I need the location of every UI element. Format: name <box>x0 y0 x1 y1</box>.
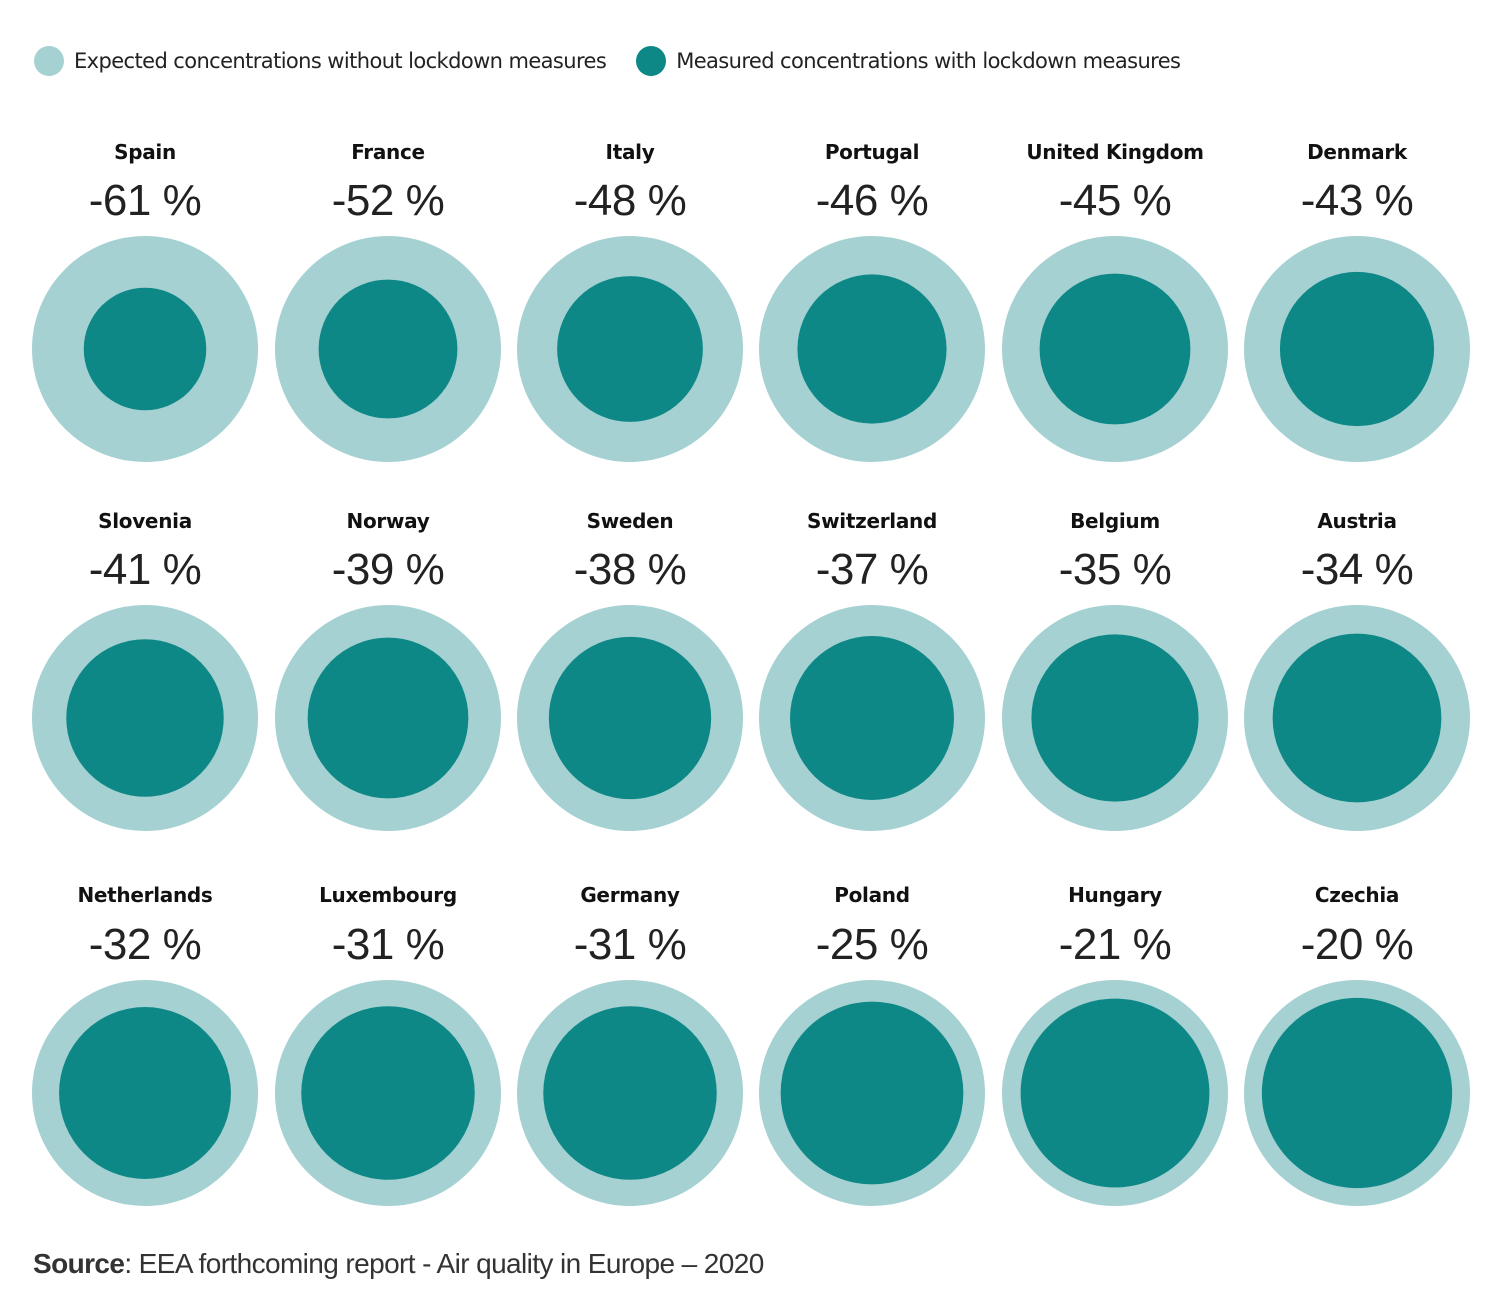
measured-circle-portugal <box>797 274 947 424</box>
legend-item-measured: Measured concentrations with lockdown me… <box>636 46 1181 76</box>
change-label-poland: -25 % <box>816 920 928 969</box>
country-label-portugal: Portugal <box>825 140 919 164</box>
country-label-spain: Spain <box>114 140 176 164</box>
country-label-poland: Poland <box>834 883 910 907</box>
change-label-switzerland: -37 % <box>816 545 928 594</box>
source-label: Source <box>33 1248 125 1279</box>
country-label-slovenia: Slovenia <box>98 509 192 533</box>
country-label-sweden: Sweden <box>587 509 674 533</box>
measured-circle-germany <box>543 1006 717 1180</box>
measured-circle-switzerland <box>790 636 954 800</box>
legend-label-expected: Expected concentrations without lockdown… <box>74 49 607 73</box>
measured-circle-spain <box>83 287 207 411</box>
legend-label-measured: Measured concentrations with lockdown me… <box>676 49 1181 73</box>
change-label-portugal: -46 % <box>816 176 928 225</box>
measured-circle-hungary <box>1020 998 1210 1188</box>
change-label-norway: -39 % <box>332 545 444 594</box>
change-label-hungary: -21 % <box>1059 920 1171 969</box>
change-label-italy: -48 % <box>574 176 686 225</box>
country-label-germany: Germany <box>580 883 680 907</box>
measured-circle-norway <box>307 637 469 799</box>
legend-item-expected: Expected concentrations without lockdown… <box>34 46 607 76</box>
country-label-france: France <box>351 140 425 164</box>
change-label-czechia: -20 % <box>1301 920 1413 969</box>
bubble-chart: Spain -61 % France -52 % Italy -48 % Portugal -… <box>32 140 1470 1206</box>
legend-swatch-measured <box>636 46 667 76</box>
measured-circle-denmark <box>1279 271 1435 427</box>
change-label-united-kingdom: -45 % <box>1059 176 1171 225</box>
measured-circle-belgium <box>1031 634 1199 802</box>
change-label-belgium: -35 % <box>1059 545 1171 594</box>
change-label-spain: -61 % <box>89 176 201 225</box>
country-label-italy: Italy <box>606 140 655 164</box>
country-label-hungary: Hungary <box>1068 883 1162 907</box>
legend: Expected concentrations without lockdown… <box>34 46 1210 76</box>
change-label-sweden: -38 % <box>574 545 686 594</box>
country-label-austria: Austria <box>1317 509 1396 533</box>
measured-circle-united-kingdom <box>1039 273 1191 425</box>
measured-circle-netherlands <box>59 1007 231 1179</box>
change-label-germany: -31 % <box>574 920 686 969</box>
measured-circle-slovenia <box>66 639 224 797</box>
change-label-austria: -34 % <box>1301 545 1413 594</box>
measured-circle-luxembourg <box>301 1006 475 1180</box>
measured-circle-austria <box>1272 633 1442 803</box>
country-label-united-kingdom: United Kingdom <box>1026 140 1203 164</box>
measured-circle-france <box>318 279 458 419</box>
country-label-norway: Norway <box>347 509 430 533</box>
measured-circle-czechia <box>1261 997 1453 1189</box>
country-label-luxembourg: Luxembourg <box>319 883 457 907</box>
change-label-denmark: -43 % <box>1301 176 1413 225</box>
change-label-slovenia: -41 % <box>89 545 201 594</box>
change-label-luxembourg: -31 % <box>332 920 444 969</box>
measured-circle-poland <box>780 1001 964 1185</box>
change-label-france: -52 % <box>332 176 444 225</box>
change-label-netherlands: -32 % <box>89 920 201 969</box>
measured-circle-italy <box>557 276 703 422</box>
source-text: : EEA forthcoming report - Air quality i… <box>124 1248 764 1279</box>
country-label-denmark: Denmark <box>1307 140 1408 164</box>
source-note: Source: EEA forthcoming report - Air qua… <box>33 1248 764 1280</box>
country-label-belgium: Belgium <box>1070 509 1160 533</box>
legend-swatch-expected <box>34 46 64 76</box>
country-label-czechia: Czechia <box>1315 883 1399 907</box>
country-label-switzerland: Switzerland <box>807 509 937 533</box>
country-label-netherlands: Netherlands <box>77 883 212 907</box>
measured-circle-sweden <box>548 636 712 800</box>
